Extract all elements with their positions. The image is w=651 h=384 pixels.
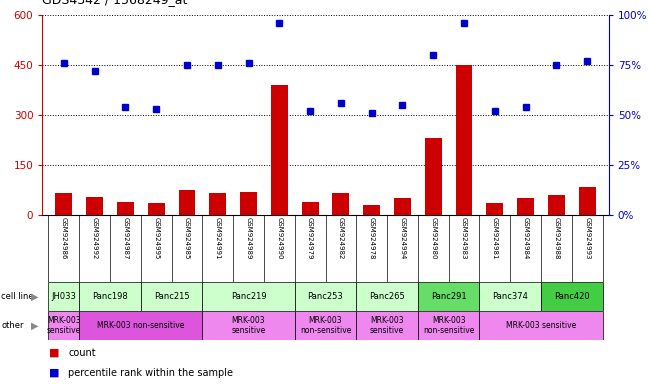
Text: MRK-003 non-sensitive: MRK-003 non-sensitive: [97, 321, 184, 330]
Bar: [394, 199, 411, 215]
Text: MRK-003
non-sensitive: MRK-003 non-sensitive: [300, 316, 351, 335]
Text: MRK-003
sensitive: MRK-003 sensitive: [47, 316, 81, 335]
Text: GSM924979: GSM924979: [307, 217, 313, 260]
Text: GSM924982: GSM924982: [338, 217, 344, 260]
Text: count: count: [68, 348, 96, 358]
Text: MRK-003 sensitive: MRK-003 sensitive: [506, 321, 576, 330]
Bar: [295, 282, 356, 311]
Bar: [141, 282, 202, 311]
Text: MRK-003
non-sensitive: MRK-003 non-sensitive: [423, 316, 475, 335]
Text: ▶: ▶: [31, 320, 39, 331]
Text: ▶: ▶: [31, 291, 39, 302]
Bar: [240, 192, 257, 215]
Bar: [48, 282, 79, 311]
Text: Panc265: Panc265: [369, 292, 405, 301]
Bar: [356, 282, 418, 311]
Bar: [295, 311, 356, 340]
Bar: [178, 190, 195, 215]
Text: JH033: JH033: [51, 292, 76, 301]
Text: Panc219: Panc219: [230, 292, 266, 301]
Bar: [456, 65, 473, 215]
Text: percentile rank within the sample: percentile rank within the sample: [68, 368, 233, 378]
Bar: [517, 199, 534, 215]
Bar: [117, 202, 134, 215]
Bar: [55, 194, 72, 215]
Bar: [541, 282, 603, 311]
Bar: [271, 85, 288, 215]
Text: Panc215: Panc215: [154, 292, 189, 301]
Text: Panc291: Panc291: [431, 292, 466, 301]
Text: GSM924987: GSM924987: [122, 217, 128, 260]
Text: GSM924989: GSM924989: [245, 217, 251, 260]
Text: Panc374: Panc374: [492, 292, 528, 301]
Bar: [548, 195, 565, 215]
Text: GSM924981: GSM924981: [492, 217, 498, 260]
Text: GSM924988: GSM924988: [553, 217, 559, 260]
Bar: [79, 311, 202, 340]
Text: Panc198: Panc198: [92, 292, 128, 301]
Bar: [479, 282, 541, 311]
Bar: [301, 202, 318, 215]
Text: GSM924993: GSM924993: [584, 217, 590, 260]
Text: cell line: cell line: [1, 292, 34, 301]
Text: GSM924978: GSM924978: [368, 217, 375, 260]
Bar: [79, 282, 141, 311]
Text: ■: ■: [49, 348, 59, 358]
Bar: [424, 139, 441, 215]
Bar: [356, 311, 418, 340]
Bar: [202, 282, 295, 311]
Bar: [48, 311, 79, 340]
Bar: [486, 204, 503, 215]
Text: GDS4342 / 1568249_at: GDS4342 / 1568249_at: [42, 0, 187, 6]
Text: MRK-003
sensitive: MRK-003 sensitive: [231, 316, 266, 335]
Text: GSM924991: GSM924991: [215, 217, 221, 260]
Text: MRK-003
sensitive: MRK-003 sensitive: [370, 316, 404, 335]
Bar: [418, 311, 479, 340]
Bar: [148, 204, 165, 215]
Text: ■: ■: [49, 368, 59, 378]
Bar: [363, 205, 380, 215]
Bar: [479, 311, 603, 340]
Bar: [210, 194, 227, 215]
Text: GSM924983: GSM924983: [461, 217, 467, 260]
Bar: [86, 197, 103, 215]
Bar: [579, 187, 596, 215]
Bar: [333, 194, 350, 215]
Text: GSM924995: GSM924995: [153, 217, 159, 260]
Text: GSM924980: GSM924980: [430, 217, 436, 260]
Text: GSM924994: GSM924994: [400, 217, 406, 260]
Text: Panc420: Panc420: [554, 292, 590, 301]
Text: GSM924985: GSM924985: [184, 217, 190, 260]
Text: other: other: [1, 321, 24, 330]
Text: Panc253: Panc253: [308, 292, 343, 301]
Text: GSM924990: GSM924990: [276, 217, 283, 260]
Bar: [202, 311, 295, 340]
Text: GSM924992: GSM924992: [92, 217, 98, 260]
Text: GSM924984: GSM924984: [523, 217, 529, 260]
Text: GSM924986: GSM924986: [61, 217, 67, 260]
Bar: [418, 282, 479, 311]
